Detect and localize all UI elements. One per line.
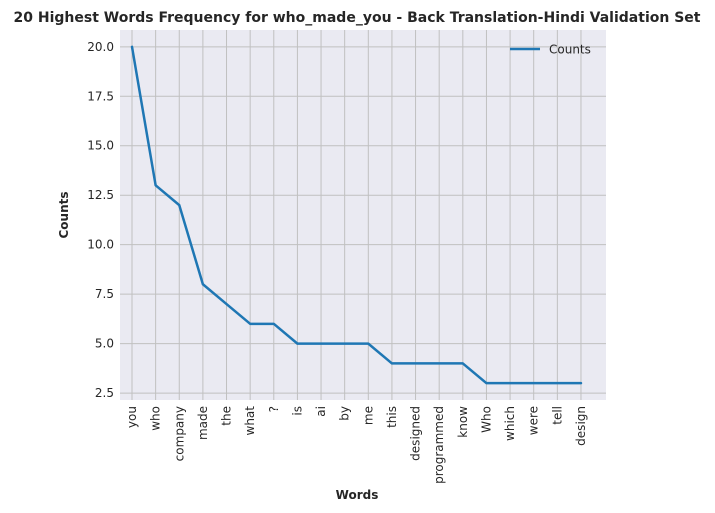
y-tick-label: 5.0	[95, 337, 114, 351]
plot-area	[120, 30, 606, 400]
x-tick-label: know	[456, 406, 470, 438]
x-tick-label: is	[290, 406, 304, 416]
chart-title: 20 Highest Words Frequency for who_made_…	[14, 10, 701, 26]
x-tick-label: this	[385, 406, 399, 428]
x-tick-label: were	[527, 406, 541, 435]
x-tick-label: what	[243, 406, 257, 436]
x-tick-label: me	[361, 406, 375, 425]
x-tick-label: made	[196, 406, 210, 440]
y-axis-title: Counts	[57, 191, 71, 238]
y-tick-label: 7.5	[95, 287, 114, 301]
y-tick-label: 20.0	[87, 40, 114, 54]
x-tick-label: design	[574, 406, 588, 446]
x-tick-label: Who	[479, 406, 493, 433]
x-tick-label: ?	[267, 406, 281, 412]
x-tick-label: programmed	[432, 406, 446, 484]
series-layer	[130, 45, 583, 385]
y-tick-label: 10.0	[87, 238, 114, 252]
y-tick-label: 17.5	[87, 89, 114, 103]
x-tick-label: who	[149, 406, 163, 431]
x-tick-label: you	[125, 406, 139, 428]
legend: Counts	[510, 43, 591, 57]
x-axis-title: Words	[336, 488, 379, 502]
y-tick-label: 2.5	[95, 386, 114, 400]
x-tick-label: the	[220, 406, 234, 426]
x-tick-label: designed	[409, 406, 423, 461]
y-tick-label: 15.0	[87, 139, 114, 153]
x-tick-label: ai	[314, 406, 328, 417]
x-tick-label: tell	[550, 406, 564, 425]
y-tick-labels: 2.5 5.0 7.5 10.0 12.5 15.0 17.5 20.0	[87, 40, 114, 400]
x-tick-label: which	[503, 406, 517, 441]
x-tick-label: by	[338, 406, 352, 421]
series-line-counts	[130, 45, 583, 385]
y-tick-label: 12.5	[87, 188, 114, 202]
legend-label-counts: Counts	[549, 43, 591, 57]
x-tick-label: company	[172, 406, 186, 461]
x-tick-labels: you who company made the what? is ai by me this des…	[125, 406, 588, 484]
